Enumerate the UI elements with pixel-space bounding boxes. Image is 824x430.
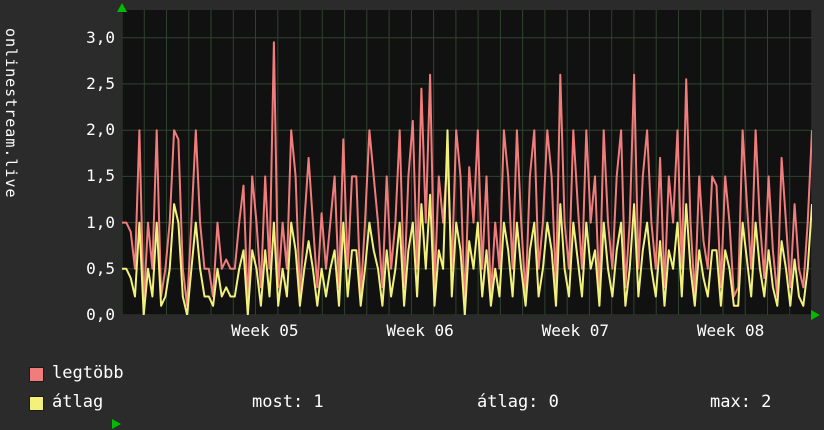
legend-label-avg: átlag xyxy=(52,392,104,412)
corner-arrow-icon xyxy=(112,419,121,429)
x-axis-tick-label: Week 06 xyxy=(386,321,454,340)
y-axis-arrow-icon xyxy=(117,3,127,12)
stat-max: max: 2 xyxy=(710,392,772,412)
x-axis-tick-label: Week 07 xyxy=(541,321,610,340)
series-line-avg xyxy=(122,129,812,315)
y-axis-tick-label: 1,5 xyxy=(86,166,115,186)
stat-atlag: átlag: 0 xyxy=(477,392,559,412)
legend-label-most: legtöbb xyxy=(52,363,124,383)
legend-swatch-avg xyxy=(29,396,44,411)
x-axis-tick-label: Week 08 xyxy=(696,321,765,340)
y-axis-tick-label: 0,5 xyxy=(86,258,115,278)
y-axis-tick-label: 1,0 xyxy=(86,212,115,232)
series-line-most xyxy=(122,41,812,307)
legend-swatch-most xyxy=(29,367,44,382)
y-axis-tick-label: 3,0 xyxy=(86,27,115,47)
stat-most: most: 1 xyxy=(252,392,324,412)
vertical-axis-title: onlinestream.live xyxy=(2,28,20,199)
y-axis-tick-label: 0,0 xyxy=(86,305,115,324)
y-axis-tick-label: 2,0 xyxy=(86,120,115,140)
plot-area xyxy=(122,10,812,315)
x-axis-arrow-icon xyxy=(811,310,820,320)
x-axis-tick-label: Week 05 xyxy=(231,321,299,340)
chart-plot xyxy=(122,10,812,315)
y-axis-tick-label: 2,5 xyxy=(86,73,115,93)
